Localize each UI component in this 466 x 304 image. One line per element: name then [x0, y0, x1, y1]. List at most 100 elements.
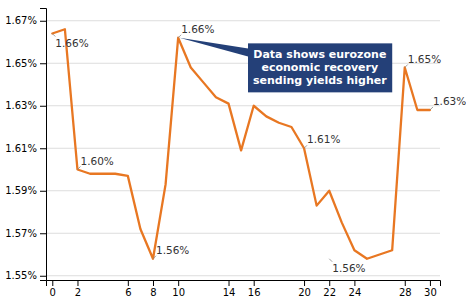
y-tick-label: 1.65% [5, 58, 37, 69]
y-tick: 1.55% [5, 270, 46, 281]
y-tick-mark [40, 21, 46, 22]
data-label-text: 1.60% [80, 155, 113, 167]
x-tick-mark [178, 280, 179, 286]
data-label-leader [178, 35, 181, 38]
x-tick-label: 8 [150, 287, 156, 298]
data-label: 1.61% [304, 133, 340, 148]
x-tick: 22 [323, 280, 336, 298]
x-tick: 0 [50, 280, 56, 298]
x-tick-label: 0 [50, 287, 56, 298]
annotations: Data shows eurozoneeconomic recoverysend… [52, 23, 466, 274]
data-label: 1.66% [178, 23, 214, 38]
y-tick-mark [40, 148, 46, 149]
x-tick: 2 [75, 280, 81, 298]
x-tick-label: 16 [248, 287, 261, 298]
x-tick-label: 2 [75, 287, 81, 298]
y-tick-mark [40, 233, 46, 234]
marks [52, 29, 430, 259]
x-tick-mark [304, 280, 305, 286]
x-tick: 30 [424, 280, 437, 298]
y-tick-label: 1.63% [5, 100, 37, 111]
data-label-text: 1.63% [433, 95, 466, 107]
x-tick: 16 [248, 280, 261, 298]
data-label: 1.60% [77, 155, 113, 170]
grid-line [46, 20, 440, 21]
x-tick-mark [254, 280, 255, 286]
y-tick: 1.61% [5, 143, 46, 154]
x-tick-label: 30 [424, 287, 437, 298]
callout-line: Data shows eurozone [253, 48, 386, 61]
data-label-text: 1.66% [181, 23, 214, 35]
y-tick-label: 1.59% [5, 185, 37, 196]
data-label: 1.56% [153, 244, 189, 259]
x-tick: 24 [349, 280, 362, 298]
data-label-leader [405, 65, 408, 68]
x-tick-label: 20 [298, 287, 311, 298]
data-label-text: 1.56% [332, 262, 365, 274]
grid-line [46, 275, 440, 276]
callout-line: economic recovery [261, 61, 378, 74]
y-axis: 1.55% 1.57% 1.59% 1.61% 1.63% 1.65% 1.67% [5, 9, 46, 282]
x-tick-mark [329, 280, 330, 286]
y-tick-mark [40, 276, 46, 277]
callout-box [248, 43, 392, 92]
x-tick-mark [52, 280, 53, 286]
data-label-leader [77, 167, 80, 170]
data-label: 1.66% [52, 34, 88, 49]
data-label-leader [430, 107, 433, 110]
y-tick-label: 1.57% [5, 228, 37, 239]
x-tick: 20 [298, 280, 311, 298]
x-tick: 8 [150, 280, 156, 298]
y-tick-label: 1.67% [5, 15, 37, 26]
y-tick-label: 1.55% [5, 270, 37, 281]
y-tick: 1.57% [5, 228, 46, 239]
y-tick-mark [40, 63, 46, 64]
x-tick-mark [229, 280, 230, 286]
x-tick: 14 [223, 280, 236, 298]
x-tick-mark [405, 280, 406, 286]
x-tick-label: 14 [223, 287, 236, 298]
x-tick-mark [128, 280, 129, 286]
data-label-leader [153, 256, 156, 259]
x-tick-label: 24 [349, 287, 362, 298]
grid-line [46, 233, 440, 234]
data-label-text: 1.65% [408, 53, 441, 65]
data-label-text: 1.66% [55, 37, 88, 49]
y-tick: 1.67% [5, 15, 46, 26]
x-tick-mark [153, 280, 154, 286]
chart: 1.55% 1.57% 1.59% 1.61% 1.63% 1.65% 1.67% 0 2 6 8 1… [0, 0, 466, 304]
x-tick-label: 10 [172, 287, 185, 298]
x-tick: 28 [399, 280, 412, 298]
callout: Data shows eurozoneeconomic recoverysend… [179, 38, 392, 93]
data-label: 1.56% [329, 259, 365, 274]
data-label: 1.65% [405, 53, 441, 68]
y-tick: 1.65% [5, 58, 46, 69]
x-tick-label: 6 [125, 287, 131, 298]
x-tick: 10 [172, 280, 185, 298]
x-tick-label: 28 [399, 287, 412, 298]
data-label-leader [304, 145, 307, 148]
data-label-text: 1.56% [156, 244, 189, 256]
x-tick-label: 22 [323, 287, 336, 298]
x-tick: 6 [125, 280, 131, 298]
y-tick-mark [40, 191, 46, 192]
plot: 1.55% 1.57% 1.59% 1.61% 1.63% 1.65% 1.67% 0 2 6 8 1… [5, 9, 466, 299]
data-label-text: 1.61% [307, 133, 340, 145]
axis-line [47, 281, 441, 287]
y-tick-mark [40, 106, 46, 107]
grid-line [46, 105, 440, 106]
y-tick-label: 1.61% [5, 143, 37, 154]
x-tick-mark [77, 280, 78, 286]
x-tick-mark [430, 280, 431, 286]
data-label: 1.63% [430, 95, 466, 110]
line [52, 29, 430, 259]
grid-line [46, 190, 440, 191]
y-tick: 1.63% [5, 100, 46, 111]
grid [46, 21, 440, 276]
x-tick-mark [354, 280, 355, 286]
callout-line: sending yields higher [253, 74, 387, 87]
x-axis: 0 2 6 8 10 14 16 20 22 24 28 30 [47, 280, 441, 298]
callout-text: Data shows eurozoneeconomic recoverysend… [253, 48, 387, 87]
axis-line [40, 9, 47, 281]
y-tick: 1.59% [5, 185, 46, 196]
